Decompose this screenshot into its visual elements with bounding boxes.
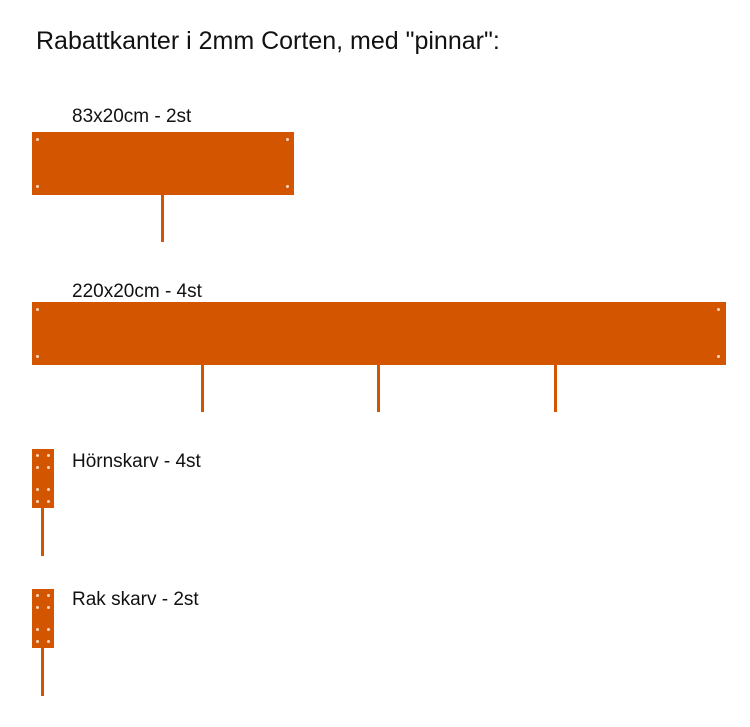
bolt-hole: [36, 466, 39, 469]
part-label-83x20: 83x20cm - 2st: [72, 106, 192, 127]
plate-corner-joint: [32, 449, 54, 508]
part-label-220x20: 220x20cm - 4st: [72, 281, 202, 302]
bolt-hole: [286, 138, 289, 141]
bolt-hole: [47, 640, 50, 643]
bolt-hole: [36, 488, 39, 491]
bolt-hole: [36, 594, 39, 597]
part-label-corner-joint: Hörnskarv - 4st: [72, 451, 201, 472]
bolt-hole: [717, 308, 720, 311]
bolt-hole: [47, 488, 50, 491]
bolt-hole: [47, 628, 50, 631]
bolt-hole: [47, 466, 50, 469]
bolt-hole: [36, 185, 39, 188]
bolt-hole: [47, 606, 50, 609]
bolt-hole: [47, 594, 50, 597]
pin: [377, 365, 380, 412]
bolt-hole: [36, 500, 39, 503]
bolt-hole: [286, 185, 289, 188]
plate-83x20: [32, 132, 294, 195]
bolt-hole: [36, 640, 39, 643]
bolt-hole: [717, 355, 720, 358]
bolt-hole: [36, 628, 39, 631]
part-label-straight-joint: Rak skarv - 2st: [72, 589, 199, 610]
pin: [554, 365, 557, 412]
pin: [201, 365, 204, 412]
plate-straight-joint: [32, 589, 54, 648]
bolt-hole: [36, 355, 39, 358]
bolt-hole: [36, 606, 39, 609]
diagram-title: Rabattkanter i 2mm Corten, med "pinnar":: [36, 27, 500, 55]
pin: [41, 508, 44, 556]
plate-220x20: [32, 302, 726, 365]
bolt-hole: [36, 454, 39, 457]
bolt-hole: [36, 308, 39, 311]
pin: [161, 195, 164, 242]
bolt-hole: [47, 454, 50, 457]
bolt-hole: [47, 500, 50, 503]
pin: [41, 648, 44, 696]
bolt-hole: [36, 138, 39, 141]
